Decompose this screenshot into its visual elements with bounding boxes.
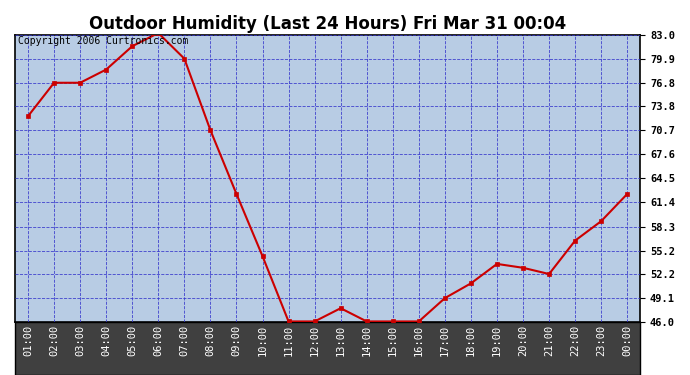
Text: Copyright 2006 Curtronics.com: Copyright 2006 Curtronics.com <box>18 36 188 46</box>
Title: Outdoor Humidity (Last 24 Hours) Fri Mar 31 00:04: Outdoor Humidity (Last 24 Hours) Fri Mar… <box>89 15 566 33</box>
